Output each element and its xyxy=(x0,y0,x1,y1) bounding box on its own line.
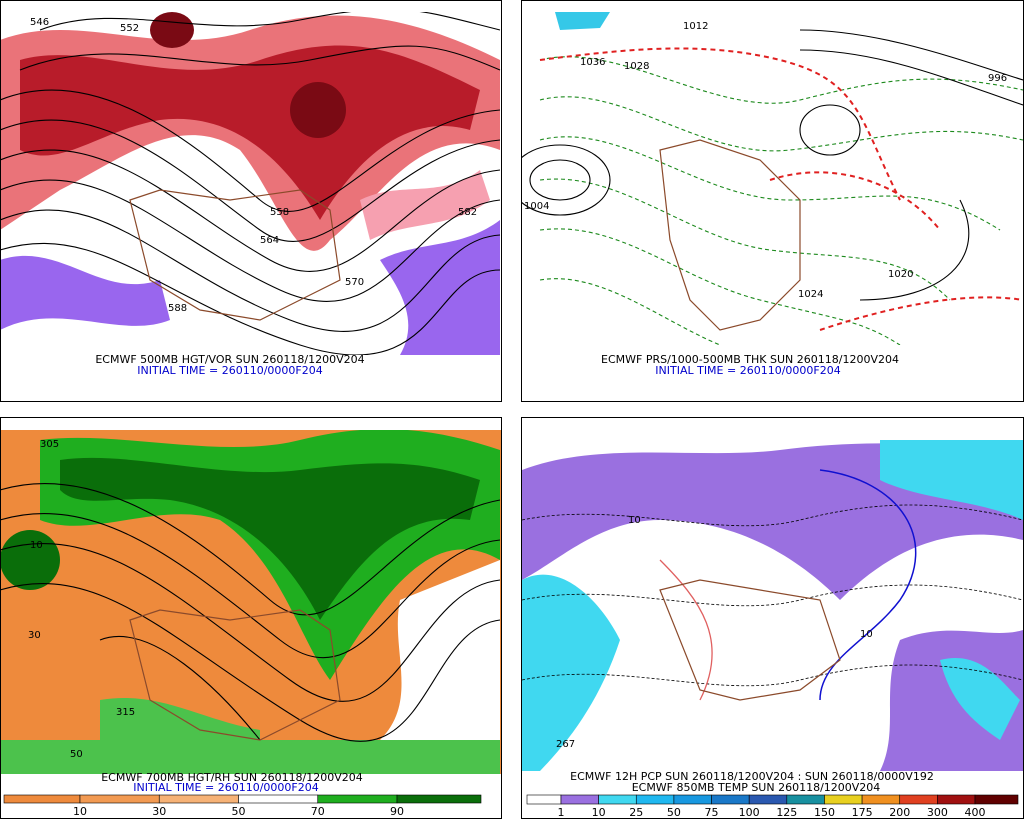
colorbar-segment xyxy=(598,794,637,805)
contour-label: 558 xyxy=(270,207,289,218)
contour-label: 1036 xyxy=(580,57,605,68)
colorbar-segment xyxy=(238,794,319,804)
contour-label: 1004 xyxy=(524,201,549,212)
contour-label: 10 xyxy=(628,515,641,526)
contour-label: 30 xyxy=(28,630,41,641)
colorbar-segment xyxy=(861,794,901,805)
colorbar-label: 75 xyxy=(705,806,719,819)
colorbar-segment xyxy=(937,794,976,805)
colorbar-label: 125 xyxy=(776,806,797,819)
colorbar-segment xyxy=(3,794,81,804)
contour-label: 564 xyxy=(260,235,279,246)
contour-label: 1012 xyxy=(683,21,708,32)
colorbar-label: 90 xyxy=(390,805,404,818)
colorbar-segment xyxy=(786,794,825,805)
colorbar-label: 175 xyxy=(852,806,873,819)
caption: ECMWF 500MB HGT/VOR SUN 260118/1200V204 xyxy=(95,353,364,366)
subcaption: INITIAL TIME = 260110/0000F204 xyxy=(133,781,318,794)
caption: ECMWF 700MB HGT/RH SUN 260118/1200V204 xyxy=(101,771,363,784)
subcaption: INITIAL TIME = 260110/0000F204 xyxy=(137,364,322,377)
caption: ECMWF PRS/1000-500MB THK SUN 260118/1200… xyxy=(601,353,899,366)
colorbar-label: 400 xyxy=(965,806,986,819)
colorbar-label: 150 xyxy=(814,806,835,819)
colorbar-label: 30 xyxy=(152,805,166,818)
contour-label: 315 xyxy=(116,707,135,718)
contour-label: 552 xyxy=(120,23,139,34)
colorbar-segment xyxy=(673,794,712,805)
colorbar-segment xyxy=(635,794,675,805)
map-pressure-thickness xyxy=(522,12,1023,345)
contour-label: 10 xyxy=(860,629,873,640)
contour-label: 546 xyxy=(30,17,49,28)
colorbar-label: 10 xyxy=(592,806,606,819)
colorbar-label: 300 xyxy=(927,806,948,819)
map-precip-temp xyxy=(522,430,1023,771)
contour-label: 10 xyxy=(30,540,43,551)
caption: ECMWF 12H PCP SUN 260118/1200V204 : SUN … xyxy=(570,770,934,783)
contour-label: 1020 xyxy=(888,269,913,280)
colorbar-segment xyxy=(79,794,160,804)
colorbar-segment xyxy=(824,794,863,805)
contour-label: 50 xyxy=(70,749,83,760)
contour-label: 305 xyxy=(40,439,59,450)
colorbar-label: 100 xyxy=(739,806,760,819)
colorbar-label: 200 xyxy=(889,806,910,819)
subcaption: ECMWF 850MB TEMP SUN 260118/1200V204 xyxy=(632,781,881,794)
colorbar-segment xyxy=(526,794,562,805)
subcaption: INITIAL TIME = 260110/0000F204 xyxy=(655,364,840,377)
colorbar: 1 10 25 50 75 100 125 150 175 200 300 400 xyxy=(526,794,1019,819)
colorbar-label: 10 xyxy=(73,805,87,818)
contour-label: 582 xyxy=(458,207,477,218)
colorbar: 10 30 50 70 90 xyxy=(3,794,482,818)
colorbar-label: 70 xyxy=(311,805,325,818)
colorbar-segment xyxy=(711,794,750,805)
colorbar-segment xyxy=(899,794,938,805)
panel-frame xyxy=(0,0,502,402)
colorbar-segment xyxy=(158,794,239,804)
contour-label: 570 xyxy=(345,277,364,288)
colorbar-label: 1 xyxy=(558,806,565,819)
colorbar-segment xyxy=(317,794,398,804)
colorbar-segment xyxy=(396,794,482,804)
colorbar-label: 50 xyxy=(667,806,681,819)
colorbar-segment xyxy=(560,794,599,805)
colorbar-label: 50 xyxy=(232,805,246,818)
colorbar-segment xyxy=(748,794,788,805)
colorbar-segment xyxy=(974,794,1019,805)
contour-label: 1024 xyxy=(798,289,823,300)
contour-label: 588 xyxy=(168,303,187,314)
contour-label: 996 xyxy=(988,73,1007,84)
contour-label: 267 xyxy=(556,739,575,750)
colorbar-label: 25 xyxy=(629,806,643,819)
map-500mb xyxy=(1,12,501,355)
map-700mb-rh xyxy=(1,430,501,774)
contour-label: 1028 xyxy=(624,61,649,72)
